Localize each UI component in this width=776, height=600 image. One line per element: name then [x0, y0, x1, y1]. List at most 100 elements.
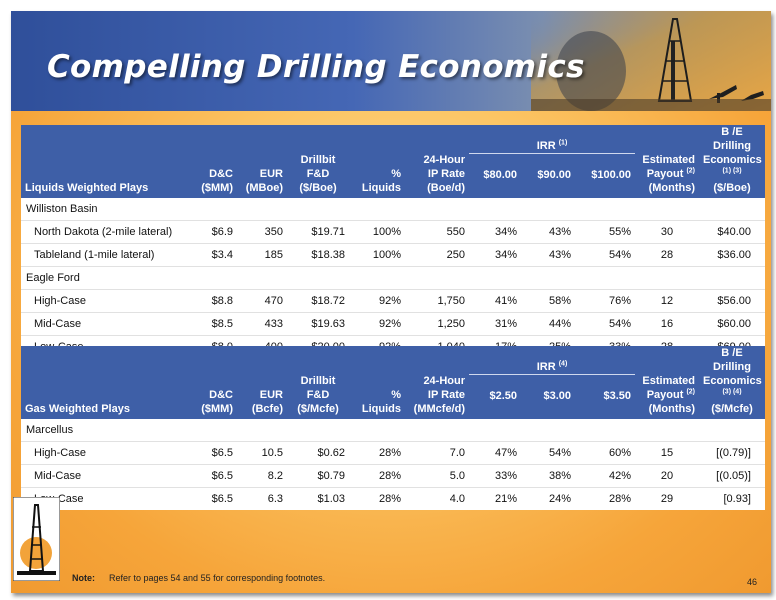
- gas-eur-header: EUR (Bcfe): [237, 346, 287, 419]
- dc-cell: $6.9: [183, 220, 237, 244]
- play-name: High-Case: [21, 441, 183, 465]
- fd-cell: $19.71: [287, 220, 349, 244]
- fd-cell: $18.38: [287, 243, 349, 267]
- payout-cell: 30: [635, 220, 699, 244]
- liquids-cell: 28%: [349, 487, 405, 510]
- eur-cell: 8.2: [237, 464, 287, 488]
- eur-cell: 350: [237, 220, 287, 244]
- gas-price-1: $2.50: [469, 374, 521, 419]
- slide-header: Compelling Drilling Economics: [11, 11, 771, 111]
- irr1-cell: 31%: [469, 312, 521, 336]
- play-name: Mid-Case: [21, 464, 183, 488]
- irr1-cell: 34%: [469, 243, 521, 267]
- be-cell: $40.00: [699, 220, 765, 244]
- liquids-cell: 100%: [349, 243, 405, 267]
- play-name: Tableland (1-mile lateral): [21, 243, 183, 267]
- liquids-irr-header: IRR (1): [469, 125, 635, 154]
- dc-cell: $6.5: [183, 464, 237, 488]
- irr1-cell: 33%: [469, 464, 521, 488]
- note-label: Note:: [72, 573, 95, 583]
- liquids-eur-header: EUR (MBoe): [237, 125, 287, 198]
- oil-rig-header-image: [531, 11, 771, 111]
- gas-irr-header: IRR (4): [469, 346, 635, 375]
- play-name: North Dakota (2-mile lateral): [21, 220, 183, 244]
- dc-cell: $8.5: [183, 312, 237, 336]
- company-logo: [13, 497, 60, 581]
- basin-label: Marcellus: [21, 419, 183, 442]
- play-name: High-Case: [21, 289, 183, 313]
- fd-cell: $0.79: [287, 464, 349, 488]
- irr1-cell: 47%: [469, 441, 521, 465]
- fd-cell: $18.72: [287, 289, 349, 313]
- page-title: Compelling Drilling Economics: [47, 49, 585, 85]
- eur-cell: 433: [237, 312, 287, 336]
- liquids-fd-header: Drillbit F&D ($/Boe): [287, 125, 349, 198]
- be-cell: $36.00: [699, 243, 765, 267]
- play-name: Mid-Case: [21, 312, 183, 336]
- page-number: 46: [746, 577, 757, 587]
- irr3-cell: 28%: [575, 487, 635, 510]
- be-cell: [(0.79)]: [699, 441, 765, 465]
- table-row: High-Case $6.5 10.5 $0.62 28% 7.0 47% 54…: [21, 441, 765, 465]
- gas-ip-header: 24-Hour IP Rate (MMcfe/d): [405, 346, 469, 419]
- dc-cell: $6.5: [183, 441, 237, 465]
- play-name: Low-Case: [21, 487, 183, 510]
- payout-cell: 15: [635, 441, 699, 465]
- liquids-cell: 92%: [349, 312, 405, 336]
- table-row: Mid-Case $6.5 8.2 $0.79 28% 5.0 33% 38% …: [21, 464, 765, 488]
- liquids-cell: 28%: [349, 464, 405, 488]
- be-cell: $60.00: [699, 312, 765, 336]
- ip-cell: 4.0: [405, 487, 469, 510]
- irr3-cell: 55%: [575, 220, 635, 244]
- liquids-play-header: Liquids Weighted Plays: [21, 125, 183, 198]
- fd-cell: $0.62: [287, 441, 349, 465]
- gas-pct-header: % Liquids: [349, 346, 405, 419]
- ip-cell: 1,750: [405, 289, 469, 313]
- eur-cell: 10.5: [237, 441, 287, 465]
- liquids-cell: 92%: [349, 289, 405, 313]
- payout-cell: 28: [635, 243, 699, 267]
- be-cell: [(0.05)]: [699, 464, 765, 488]
- be-cell: $56.00: [699, 289, 765, 313]
- table-row: High-Case $8.8 470 $18.72 92% 1,750 41% …: [21, 289, 765, 313]
- irr3-cell: 54%: [575, 243, 635, 267]
- basin-row: Eagle Ford: [21, 266, 765, 290]
- liquids-pct-header: % Liquids: [349, 125, 405, 198]
- table-row: North Dakota (2-mile lateral) $6.9 350 $…: [21, 220, 765, 244]
- irr1-cell: 41%: [469, 289, 521, 313]
- ip-cell: 250: [405, 243, 469, 267]
- be-cell: [0.93]: [699, 487, 765, 510]
- gas-payout-header: Estimated Payout (2) (Months): [635, 346, 699, 419]
- irr2-cell: 43%: [521, 243, 575, 267]
- liquids-table-body: Williston Basin North Dakota (2-mile lat…: [21, 198, 765, 358]
- dc-cell: $8.8: [183, 289, 237, 313]
- liquids-cell: 100%: [349, 220, 405, 244]
- table-row: Tableland (1-mile lateral) $3.4 185 $18.…: [21, 243, 765, 267]
- gas-dc-header: D&C ($MM): [183, 346, 237, 419]
- gas-fd-header: Drillbit F&D ($/Mcfe): [287, 346, 349, 419]
- payout-cell: 29: [635, 487, 699, 510]
- irr2-cell: 58%: [521, 289, 575, 313]
- irr1-cell: 21%: [469, 487, 521, 510]
- payout-cell: 16: [635, 312, 699, 336]
- irr2-cell: 38%: [521, 464, 575, 488]
- liquids-ip-header: 24-Hour IP Rate (Boe/d): [405, 125, 469, 198]
- gas-play-header: Gas Weighted Plays: [21, 346, 183, 419]
- irr3-cell: 76%: [575, 289, 635, 313]
- irr3-cell: 54%: [575, 312, 635, 336]
- note-text: Refer to pages 54 and 55 for correspondi…: [109, 573, 326, 583]
- payout-cell: 20: [635, 464, 699, 488]
- basin-row: Marcellus: [21, 419, 765, 442]
- gas-table-container: Gas Weighted Plays D&C ($MM) EUR (Bcfe) Dr…: [21, 346, 765, 510]
- dc-cell: $3.4: [183, 243, 237, 267]
- gas-table-body: Marcellus High-Case $6.5 10.5 $0.62 28% …: [21, 419, 765, 510]
- liquids-dc-header: D&C ($MM): [183, 125, 237, 198]
- irr2-cell: 54%: [521, 441, 575, 465]
- liquids-price-2: $90.00: [521, 153, 575, 198]
- fd-cell: $1.03: [287, 487, 349, 510]
- footnote: Note: Refer to pages 54 and 55 for corres…: [72, 573, 325, 583]
- liquids-be-header: B /E Drilling Economics (1) (3) ($/Boe): [699, 125, 765, 198]
- fd-cell: $19.63: [287, 312, 349, 336]
- ip-cell: 5.0: [405, 464, 469, 488]
- liquids-table-container: Liquids Weighted Plays D&C ($MM) EUR (MBoe…: [21, 125, 765, 358]
